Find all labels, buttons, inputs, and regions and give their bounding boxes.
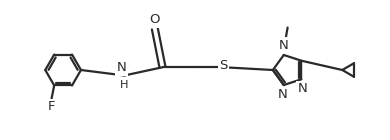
Text: N: N [279,39,289,52]
Text: H: H [120,80,129,90]
Text: N: N [298,82,308,95]
Text: N: N [278,88,287,101]
Text: F: F [48,100,55,113]
Text: N: N [117,61,127,74]
Text: S: S [220,59,228,72]
Text: O: O [150,13,160,26]
